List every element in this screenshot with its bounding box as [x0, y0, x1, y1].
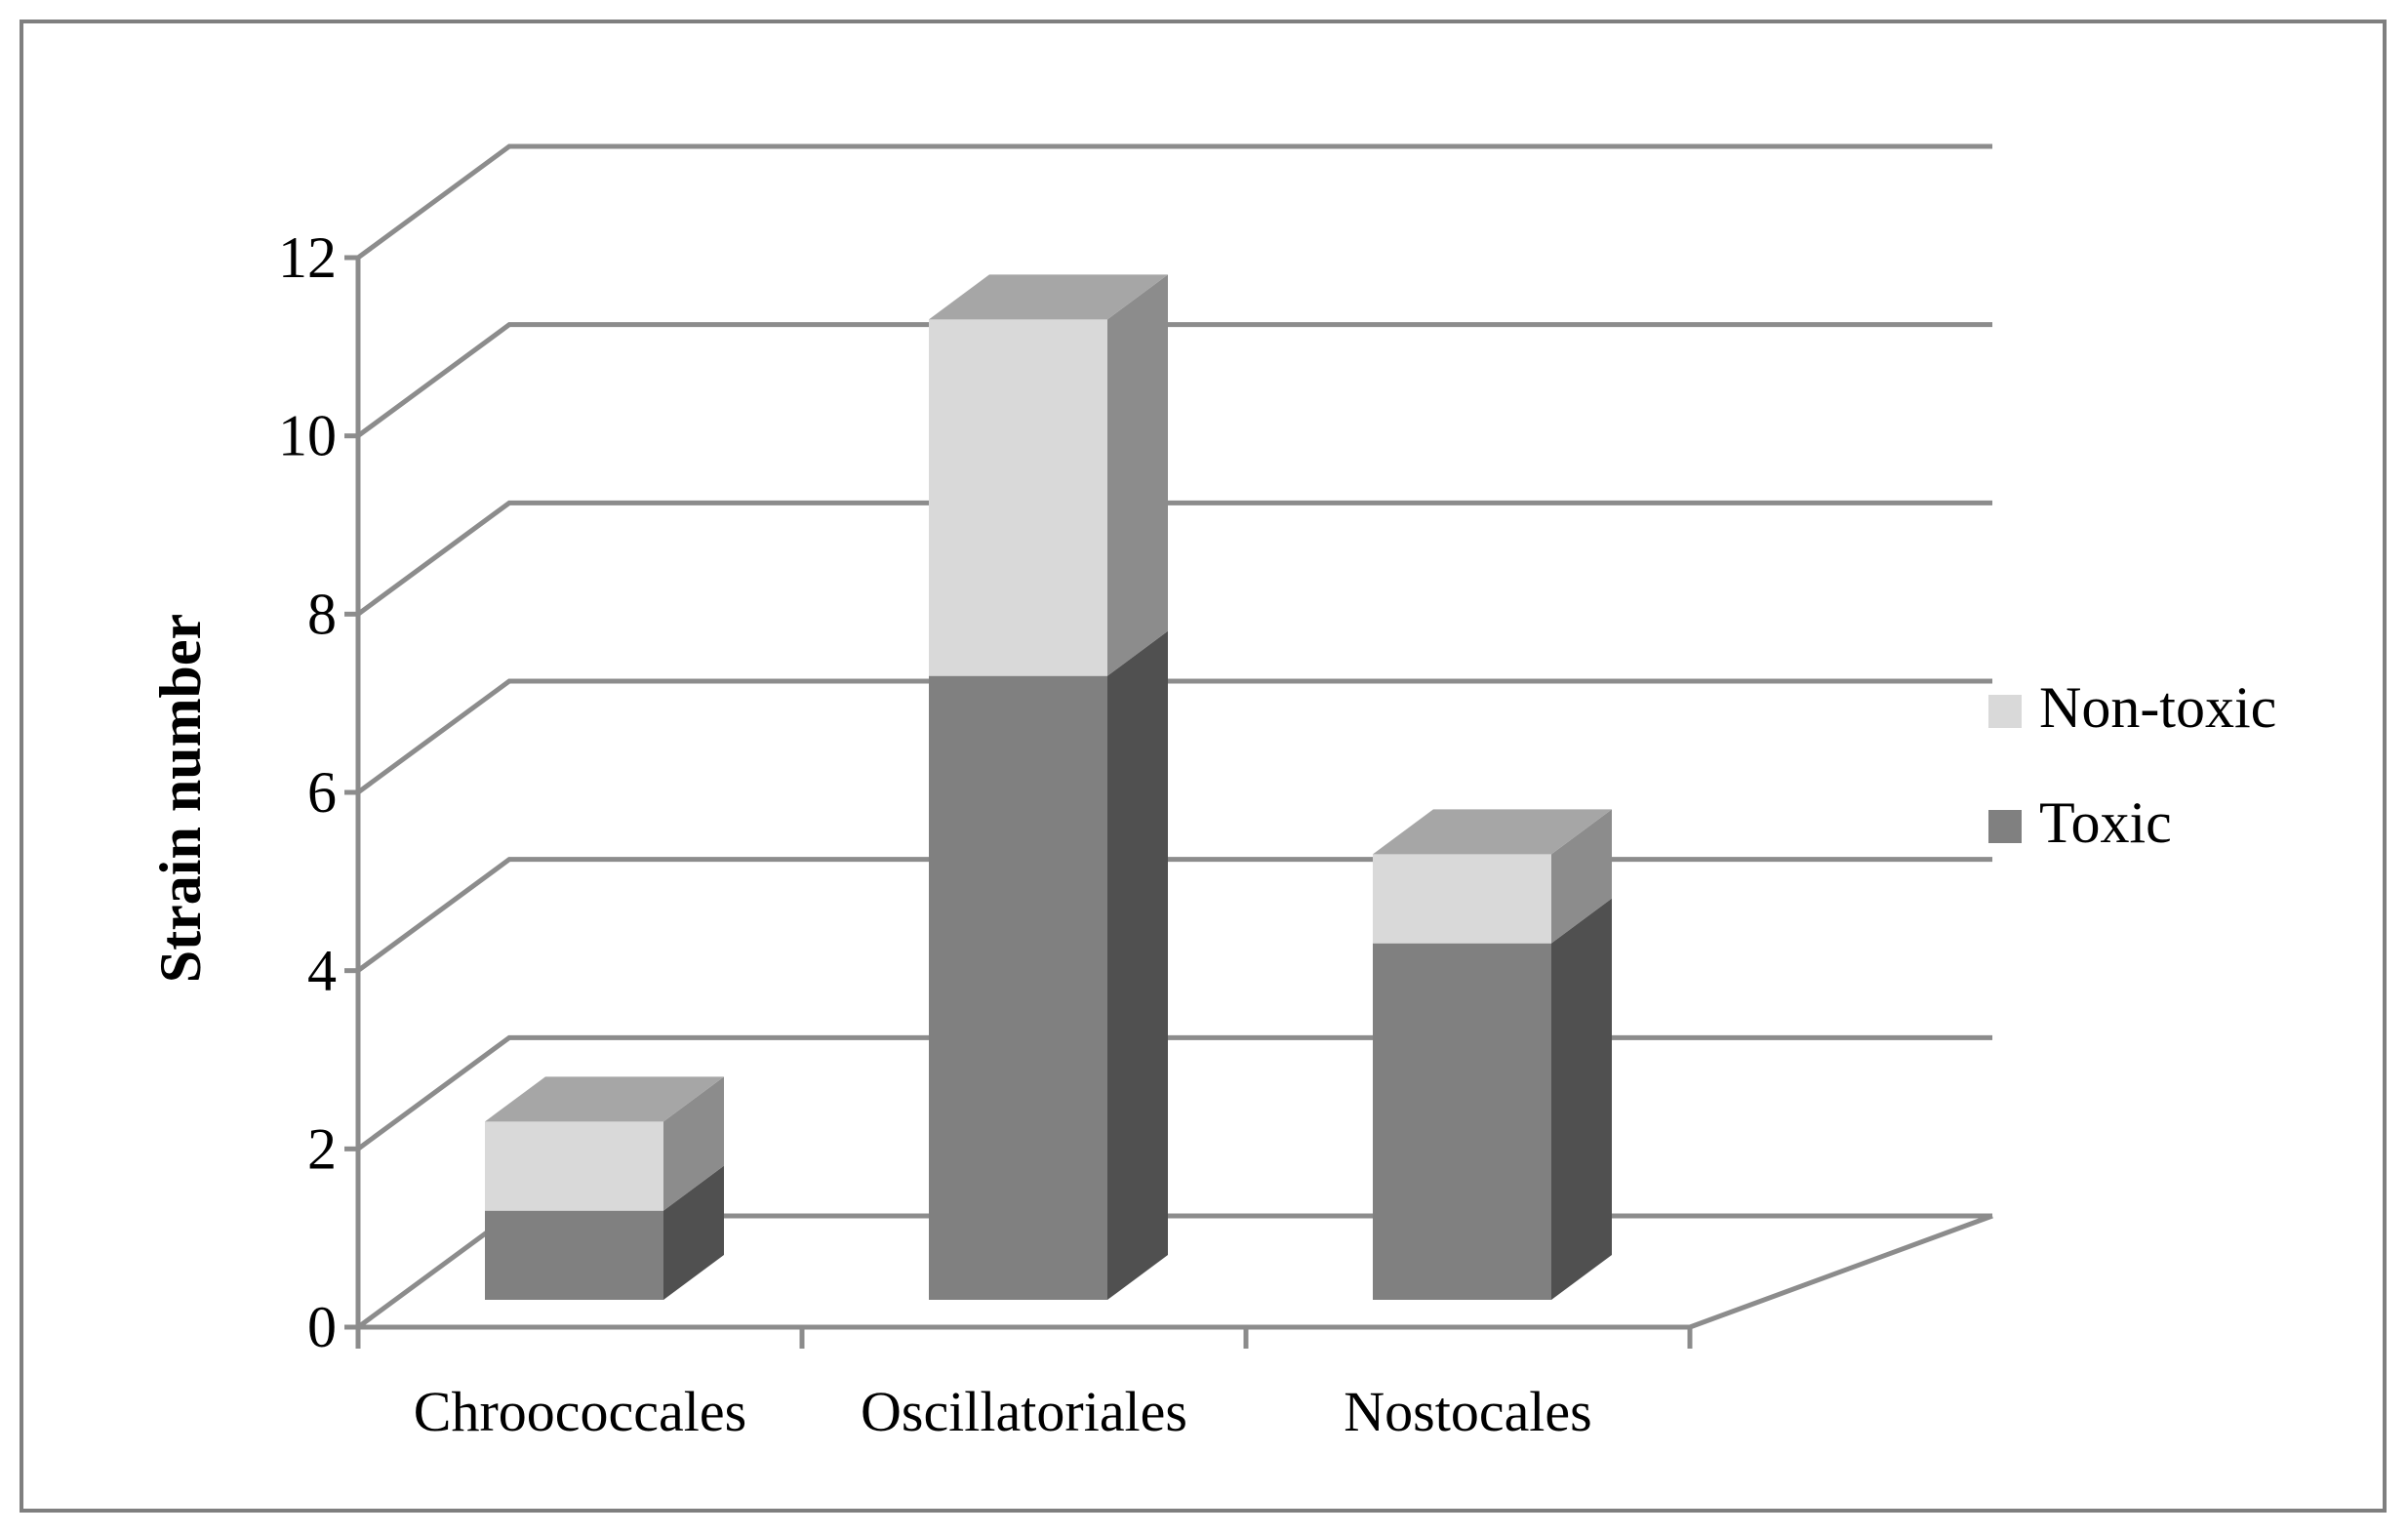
bar-segment-front — [929, 675, 1107, 1300]
bars — [485, 274, 1612, 1300]
y-tick-label: 6 — [307, 760, 337, 825]
gridline — [356, 322, 1992, 438]
legend-label: Non-toxic — [2039, 675, 2276, 740]
axes — [344, 255, 1993, 1349]
bar-top — [1373, 809, 1612, 855]
gridline — [356, 143, 1992, 261]
y-tick-label: 8 — [307, 582, 337, 646]
bar-segment-front — [1373, 854, 1551, 944]
labels: 0 2 4 6 8 10 12 Chroococcales Oscillatoriales Nos… — [278, 225, 1592, 1443]
legend-swatch — [1988, 810, 2022, 843]
legend-swatch — [1988, 695, 2022, 728]
bar-top — [485, 1076, 724, 1122]
bar-segment-side — [1551, 809, 1612, 944]
bar-segment-side — [1107, 630, 1168, 1300]
bar-segment-front — [485, 1210, 663, 1300]
gridline — [356, 678, 1992, 795]
chart-frame — [20, 20, 2387, 1513]
y-tick-label: 10 — [278, 404, 337, 468]
y-tick-label: 4 — [307, 939, 337, 1003]
bar-top — [929, 274, 1168, 320]
x-category-label: Nostocales — [1344, 1380, 1592, 1443]
bar-segment-front — [929, 319, 1107, 676]
gridline — [356, 857, 1992, 973]
gridline — [356, 500, 1992, 617]
y-tick-label: 0 — [307, 1295, 337, 1359]
bar-segment-front — [485, 1121, 663, 1211]
y-axis-title: Strain number — [148, 614, 213, 983]
legend: Non-toxic Toxic — [1988, 675, 2276, 855]
x-category-label: Oscillatoriales — [861, 1380, 1187, 1443]
bar-segment-side — [1551, 898, 1612, 1300]
y-tick-label: 2 — [307, 1116, 337, 1181]
bar-segment-side — [663, 1076, 724, 1211]
bar-segment-front — [1373, 943, 1551, 1300]
x-category-label: Chroococcales — [414, 1380, 746, 1443]
bar-segment-side — [663, 1165, 724, 1300]
y-tick-label: 12 — [278, 225, 337, 290]
bar-segment-side — [1107, 274, 1168, 676]
legend-label: Toxic — [2039, 790, 2172, 855]
